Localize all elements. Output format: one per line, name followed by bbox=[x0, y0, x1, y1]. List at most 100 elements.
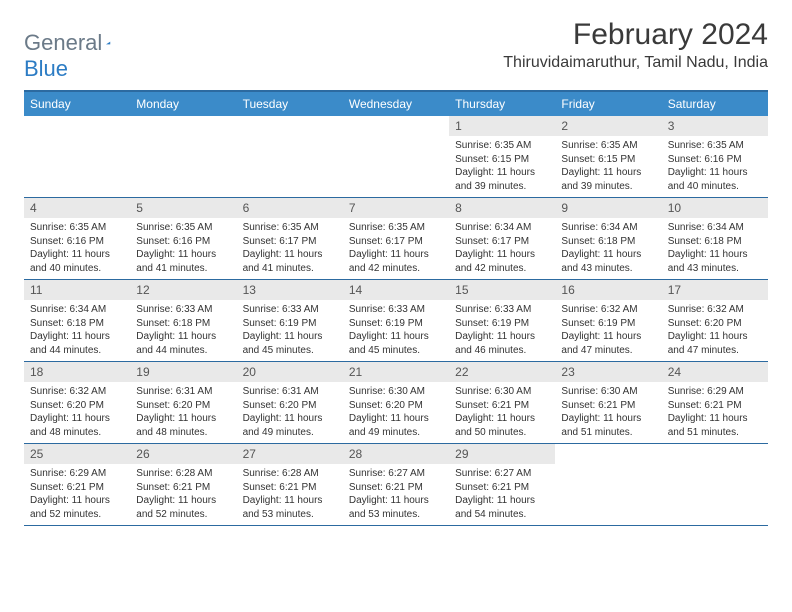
sunset-line: Sunset: 6:17 PM bbox=[243, 235, 337, 249]
day-details: Sunrise: 6:35 AMSunset: 6:15 PMDaylight:… bbox=[555, 136, 661, 197]
sunset-line: Sunset: 6:21 PM bbox=[349, 481, 443, 495]
sunset-line: Sunset: 6:19 PM bbox=[455, 317, 549, 331]
sunset-line: Sunset: 6:17 PM bbox=[455, 235, 549, 249]
day-number: 14 bbox=[343, 280, 449, 300]
calendar-day: 21Sunrise: 6:30 AMSunset: 6:20 PMDayligh… bbox=[343, 362, 449, 443]
calendar-day: 14Sunrise: 6:33 AMSunset: 6:19 PMDayligh… bbox=[343, 280, 449, 361]
sunset-line: Sunset: 6:19 PM bbox=[349, 317, 443, 331]
day-number bbox=[555, 444, 661, 464]
sunset-line: Sunset: 6:20 PM bbox=[668, 317, 762, 331]
day-number: 2 bbox=[555, 116, 661, 136]
sunrise-line: Sunrise: 6:30 AM bbox=[455, 385, 549, 399]
daylight-line: Daylight: 11 hours and 45 minutes. bbox=[243, 330, 337, 357]
sunrise-line: Sunrise: 6:34 AM bbox=[30, 303, 124, 317]
day-details: Sunrise: 6:32 AMSunset: 6:20 PMDaylight:… bbox=[24, 382, 130, 443]
day-number: 24 bbox=[662, 362, 768, 382]
calendar-day: 19Sunrise: 6:31 AMSunset: 6:20 PMDayligh… bbox=[130, 362, 236, 443]
calendar-day: 3Sunrise: 6:35 AMSunset: 6:16 PMDaylight… bbox=[662, 116, 768, 197]
day-details: Sunrise: 6:29 AMSunset: 6:21 PMDaylight:… bbox=[662, 382, 768, 443]
day-number: 3 bbox=[662, 116, 768, 136]
sunrise-line: Sunrise: 6:35 AM bbox=[561, 139, 655, 153]
day-number: 20 bbox=[237, 362, 343, 382]
calendar-day bbox=[555, 444, 661, 525]
daylight-line: Daylight: 11 hours and 40 minutes. bbox=[668, 166, 762, 193]
calendar-day bbox=[130, 116, 236, 197]
day-details: Sunrise: 6:30 AMSunset: 6:20 PMDaylight:… bbox=[343, 382, 449, 443]
daylight-line: Daylight: 11 hours and 48 minutes. bbox=[136, 412, 230, 439]
day-number: 12 bbox=[130, 280, 236, 300]
daylight-line: Daylight: 11 hours and 45 minutes. bbox=[349, 330, 443, 357]
sunset-line: Sunset: 6:17 PM bbox=[349, 235, 443, 249]
logo-word2: Blue bbox=[24, 56, 68, 82]
day-details: Sunrise: 6:35 AMSunset: 6:17 PMDaylight:… bbox=[343, 218, 449, 279]
sunrise-line: Sunrise: 6:29 AM bbox=[668, 385, 762, 399]
day-number: 23 bbox=[555, 362, 661, 382]
sunset-line: Sunset: 6:21 PM bbox=[30, 481, 124, 495]
logo: General bbox=[24, 18, 132, 56]
sunrise-line: Sunrise: 6:35 AM bbox=[136, 221, 230, 235]
daylight-line: Daylight: 11 hours and 44 minutes. bbox=[136, 330, 230, 357]
calendar-day: 22Sunrise: 6:30 AMSunset: 6:21 PMDayligh… bbox=[449, 362, 555, 443]
calendar-day: 17 Sunrise: 6:32 AMSunset: 6:20 PMDayligh… bbox=[662, 280, 768, 361]
sunrise-line: Sunrise: 6:35 AM bbox=[455, 139, 549, 153]
day-number: 8 bbox=[449, 198, 555, 218]
day-number: 1 bbox=[449, 116, 555, 136]
sunset-line: Sunset: 6:16 PM bbox=[30, 235, 124, 249]
calendar-day: 15Sunrise: 6:33 AMSunset: 6:19 PMDayligh… bbox=[449, 280, 555, 361]
day-details: Sunrise: 6:33 AMSunset: 6:19 PMDaylight:… bbox=[237, 300, 343, 361]
sunrise-line: Sunrise: 6:30 AM bbox=[561, 385, 655, 399]
day-number: 13 bbox=[237, 280, 343, 300]
calendar-day: 28Sunrise: 6:27 AMSunset: 6:21 PMDayligh… bbox=[343, 444, 449, 525]
calendar-day: 23Sunrise: 6:30 AMSunset: 6:21 PMDayligh… bbox=[555, 362, 661, 443]
sunset-line: Sunset: 6:18 PM bbox=[668, 235, 762, 249]
calendar-day: 2Sunrise: 6:35 AMSunset: 6:15 PMDaylight… bbox=[555, 116, 661, 197]
day-details: Sunrise: 6:29 AMSunset: 6:21 PMDaylight:… bbox=[24, 464, 130, 525]
sunrise-line: Sunrise: 6:28 AM bbox=[136, 467, 230, 481]
location: Thiruvidaimaruthur, Tamil Nadu, India bbox=[503, 54, 768, 72]
day-number bbox=[24, 116, 130, 136]
sunset-line: Sunset: 6:19 PM bbox=[561, 317, 655, 331]
day-number: 27 bbox=[237, 444, 343, 464]
day-details: Sunrise: 6:32 AMSunset: 6:19 PMDaylight:… bbox=[555, 300, 661, 361]
day-details: Sunrise: 6:33 AMSunset: 6:19 PMDaylight:… bbox=[343, 300, 449, 361]
logo-triangle-icon bbox=[106, 34, 111, 52]
day-number: 17 bbox=[662, 280, 768, 300]
sunrise-line: Sunrise: 6:33 AM bbox=[349, 303, 443, 317]
sunset-line: Sunset: 6:18 PM bbox=[136, 317, 230, 331]
sunset-line: Sunset: 6:21 PM bbox=[455, 481, 549, 495]
sunset-line: Sunset: 6:20 PM bbox=[243, 399, 337, 413]
day-details: Sunrise: 6:35 AMSunset: 6:16 PMDaylight:… bbox=[662, 136, 768, 197]
calendar-day: 27Sunrise: 6:28 AMSunset: 6:21 PMDayligh… bbox=[237, 444, 343, 525]
sunset-line: Sunset: 6:15 PM bbox=[455, 153, 549, 167]
day-details: Sunrise: 6:35 AMSunset: 6:15 PMDaylight:… bbox=[449, 136, 555, 197]
weekday-header: Wednesday bbox=[343, 92, 449, 116]
daylight-line: Daylight: 11 hours and 42 minutes. bbox=[455, 248, 549, 275]
weekday-header: Tuesday bbox=[237, 92, 343, 116]
day-details: Sunrise: 6:27 AMSunset: 6:21 PMDaylight:… bbox=[449, 464, 555, 525]
sunrise-line: Sunrise: 6:33 AM bbox=[455, 303, 549, 317]
sunrise-line: Sunrise: 6:31 AM bbox=[136, 385, 230, 399]
daylight-line: Daylight: 11 hours and 40 minutes. bbox=[30, 248, 124, 275]
daylight-line: Daylight: 11 hours and 48 minutes. bbox=[30, 412, 124, 439]
day-details: Sunrise: 6:33 AMSunset: 6:18 PMDaylight:… bbox=[130, 300, 236, 361]
sunrise-line: Sunrise: 6:32 AM bbox=[30, 385, 124, 399]
calendar-day: 11Sunrise: 6:34 AMSunset: 6:18 PMDayligh… bbox=[24, 280, 130, 361]
sunset-line: Sunset: 6:18 PM bbox=[30, 317, 124, 331]
sunset-line: Sunset: 6:18 PM bbox=[561, 235, 655, 249]
day-number: 19 bbox=[130, 362, 236, 382]
day-number bbox=[343, 116, 449, 136]
day-number: 11 bbox=[24, 280, 130, 300]
calendar-day: 26Sunrise: 6:28 AMSunset: 6:21 PMDayligh… bbox=[130, 444, 236, 525]
day-number: 25 bbox=[24, 444, 130, 464]
day-number: 6 bbox=[237, 198, 343, 218]
day-details: Sunrise: 6:28 AMSunset: 6:21 PMDaylight:… bbox=[130, 464, 236, 525]
sunset-line: Sunset: 6:19 PM bbox=[243, 317, 337, 331]
daylight-line: Daylight: 11 hours and 46 minutes. bbox=[455, 330, 549, 357]
sunrise-line: Sunrise: 6:32 AM bbox=[668, 303, 762, 317]
daylight-line: Daylight: 11 hours and 52 minutes. bbox=[136, 494, 230, 521]
day-number: 9 bbox=[555, 198, 661, 218]
daylight-line: Daylight: 11 hours and 47 minutes. bbox=[668, 330, 762, 357]
day-number bbox=[130, 116, 236, 136]
calendar-day: 29Sunrise: 6:27 AMSunset: 6:21 PMDayligh… bbox=[449, 444, 555, 525]
calendar-week: 1Sunrise: 6:35 AMSunset: 6:15 PMDaylight… bbox=[24, 116, 768, 198]
